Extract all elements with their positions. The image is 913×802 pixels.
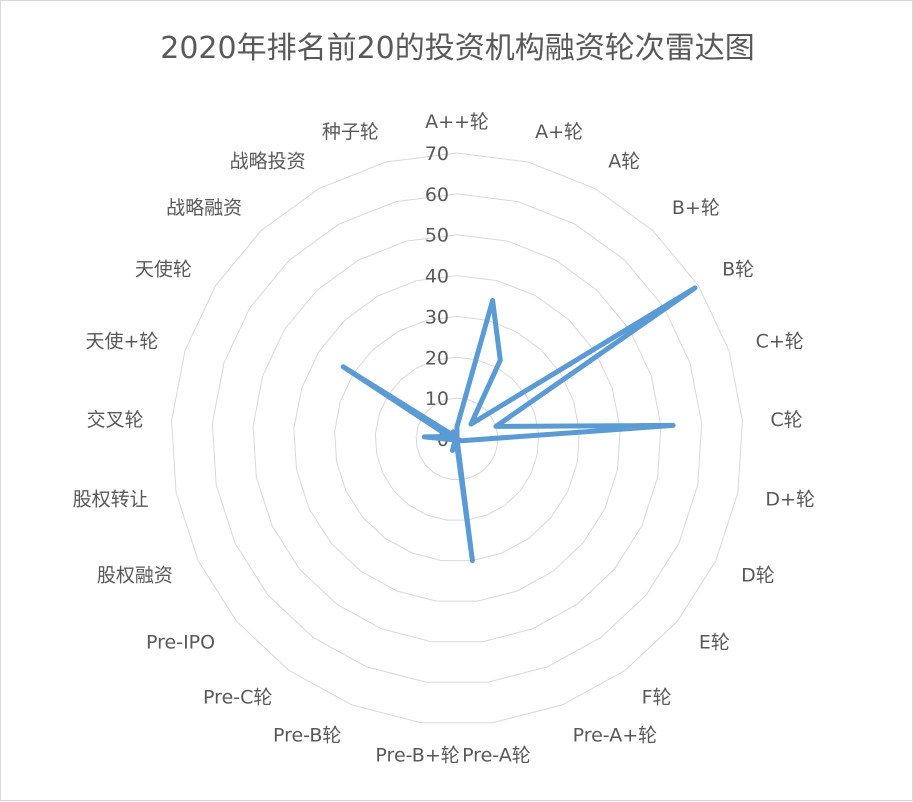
tick-label-70: 70 — [425, 143, 449, 165]
category-label-11: Pre-A+轮 — [573, 725, 658, 747]
grid-ring-70 — [171, 152, 743, 724]
tick-label-50: 50 — [425, 225, 449, 247]
category-label-5: C+轮 — [756, 331, 804, 353]
category-label-7: D+轮 — [765, 489, 815, 511]
category-label-12: Pre-A轮 — [462, 745, 531, 767]
category-label-3: B+轮 — [672, 197, 720, 219]
category-layer: A++轮 A+轮 A轮 B+轮 B轮 C+轮 C轮 D+轮 D轮 E轮 F轮 Pre-A+轮 Pre-A… — [73, 111, 815, 767]
category-label-4: B轮 — [722, 259, 754, 281]
category-label-16: Pre-IPO — [146, 632, 215, 654]
category-label-9: E轮 — [699, 632, 730, 654]
series-line-0 — [340, 285, 698, 564]
category-label-14: Pre-B轮 — [273, 725, 341, 747]
chart-title: 2020年排名前20的投资机构融资轮次雷达图 — [160, 31, 755, 66]
category-label-20: 天使+轮 — [85, 331, 158, 353]
category-label-21: 天使轮 — [135, 259, 192, 281]
category-label-18: 股权转让 — [73, 489, 149, 511]
tick-label-30: 30 — [425, 306, 449, 328]
tick-label-10: 10 — [425, 388, 449, 410]
category-label-23: 战略投资 — [230, 150, 306, 172]
grid-ring-50 — [252, 234, 662, 643]
tick-label-40: 40 — [425, 266, 449, 288]
tick-label-60: 60 — [425, 184, 449, 206]
category-label-1: A+轮 — [535, 121, 583, 143]
category-label-13: Pre-B+轮 — [375, 745, 459, 767]
category-label-0: A++轮 — [425, 111, 489, 133]
category-label-8: D轮 — [741, 564, 775, 586]
category-label-22: 战略融资 — [166, 197, 242, 219]
category-label-2: A轮 — [608, 150, 640, 172]
category-label-15: Pre-C轮 — [203, 686, 272, 708]
category-label-24: 种子轮 — [322, 121, 379, 143]
category-label-17: 股权融资 — [97, 564, 173, 586]
grid-ring-60 — [211, 193, 703, 683]
category-label-10: F轮 — [642, 686, 672, 708]
tick-label-20: 20 — [425, 347, 449, 369]
category-label-19: 交叉轮 — [87, 409, 144, 431]
series-layer — [340, 285, 698, 564]
category-label-6: C轮 — [770, 409, 802, 431]
